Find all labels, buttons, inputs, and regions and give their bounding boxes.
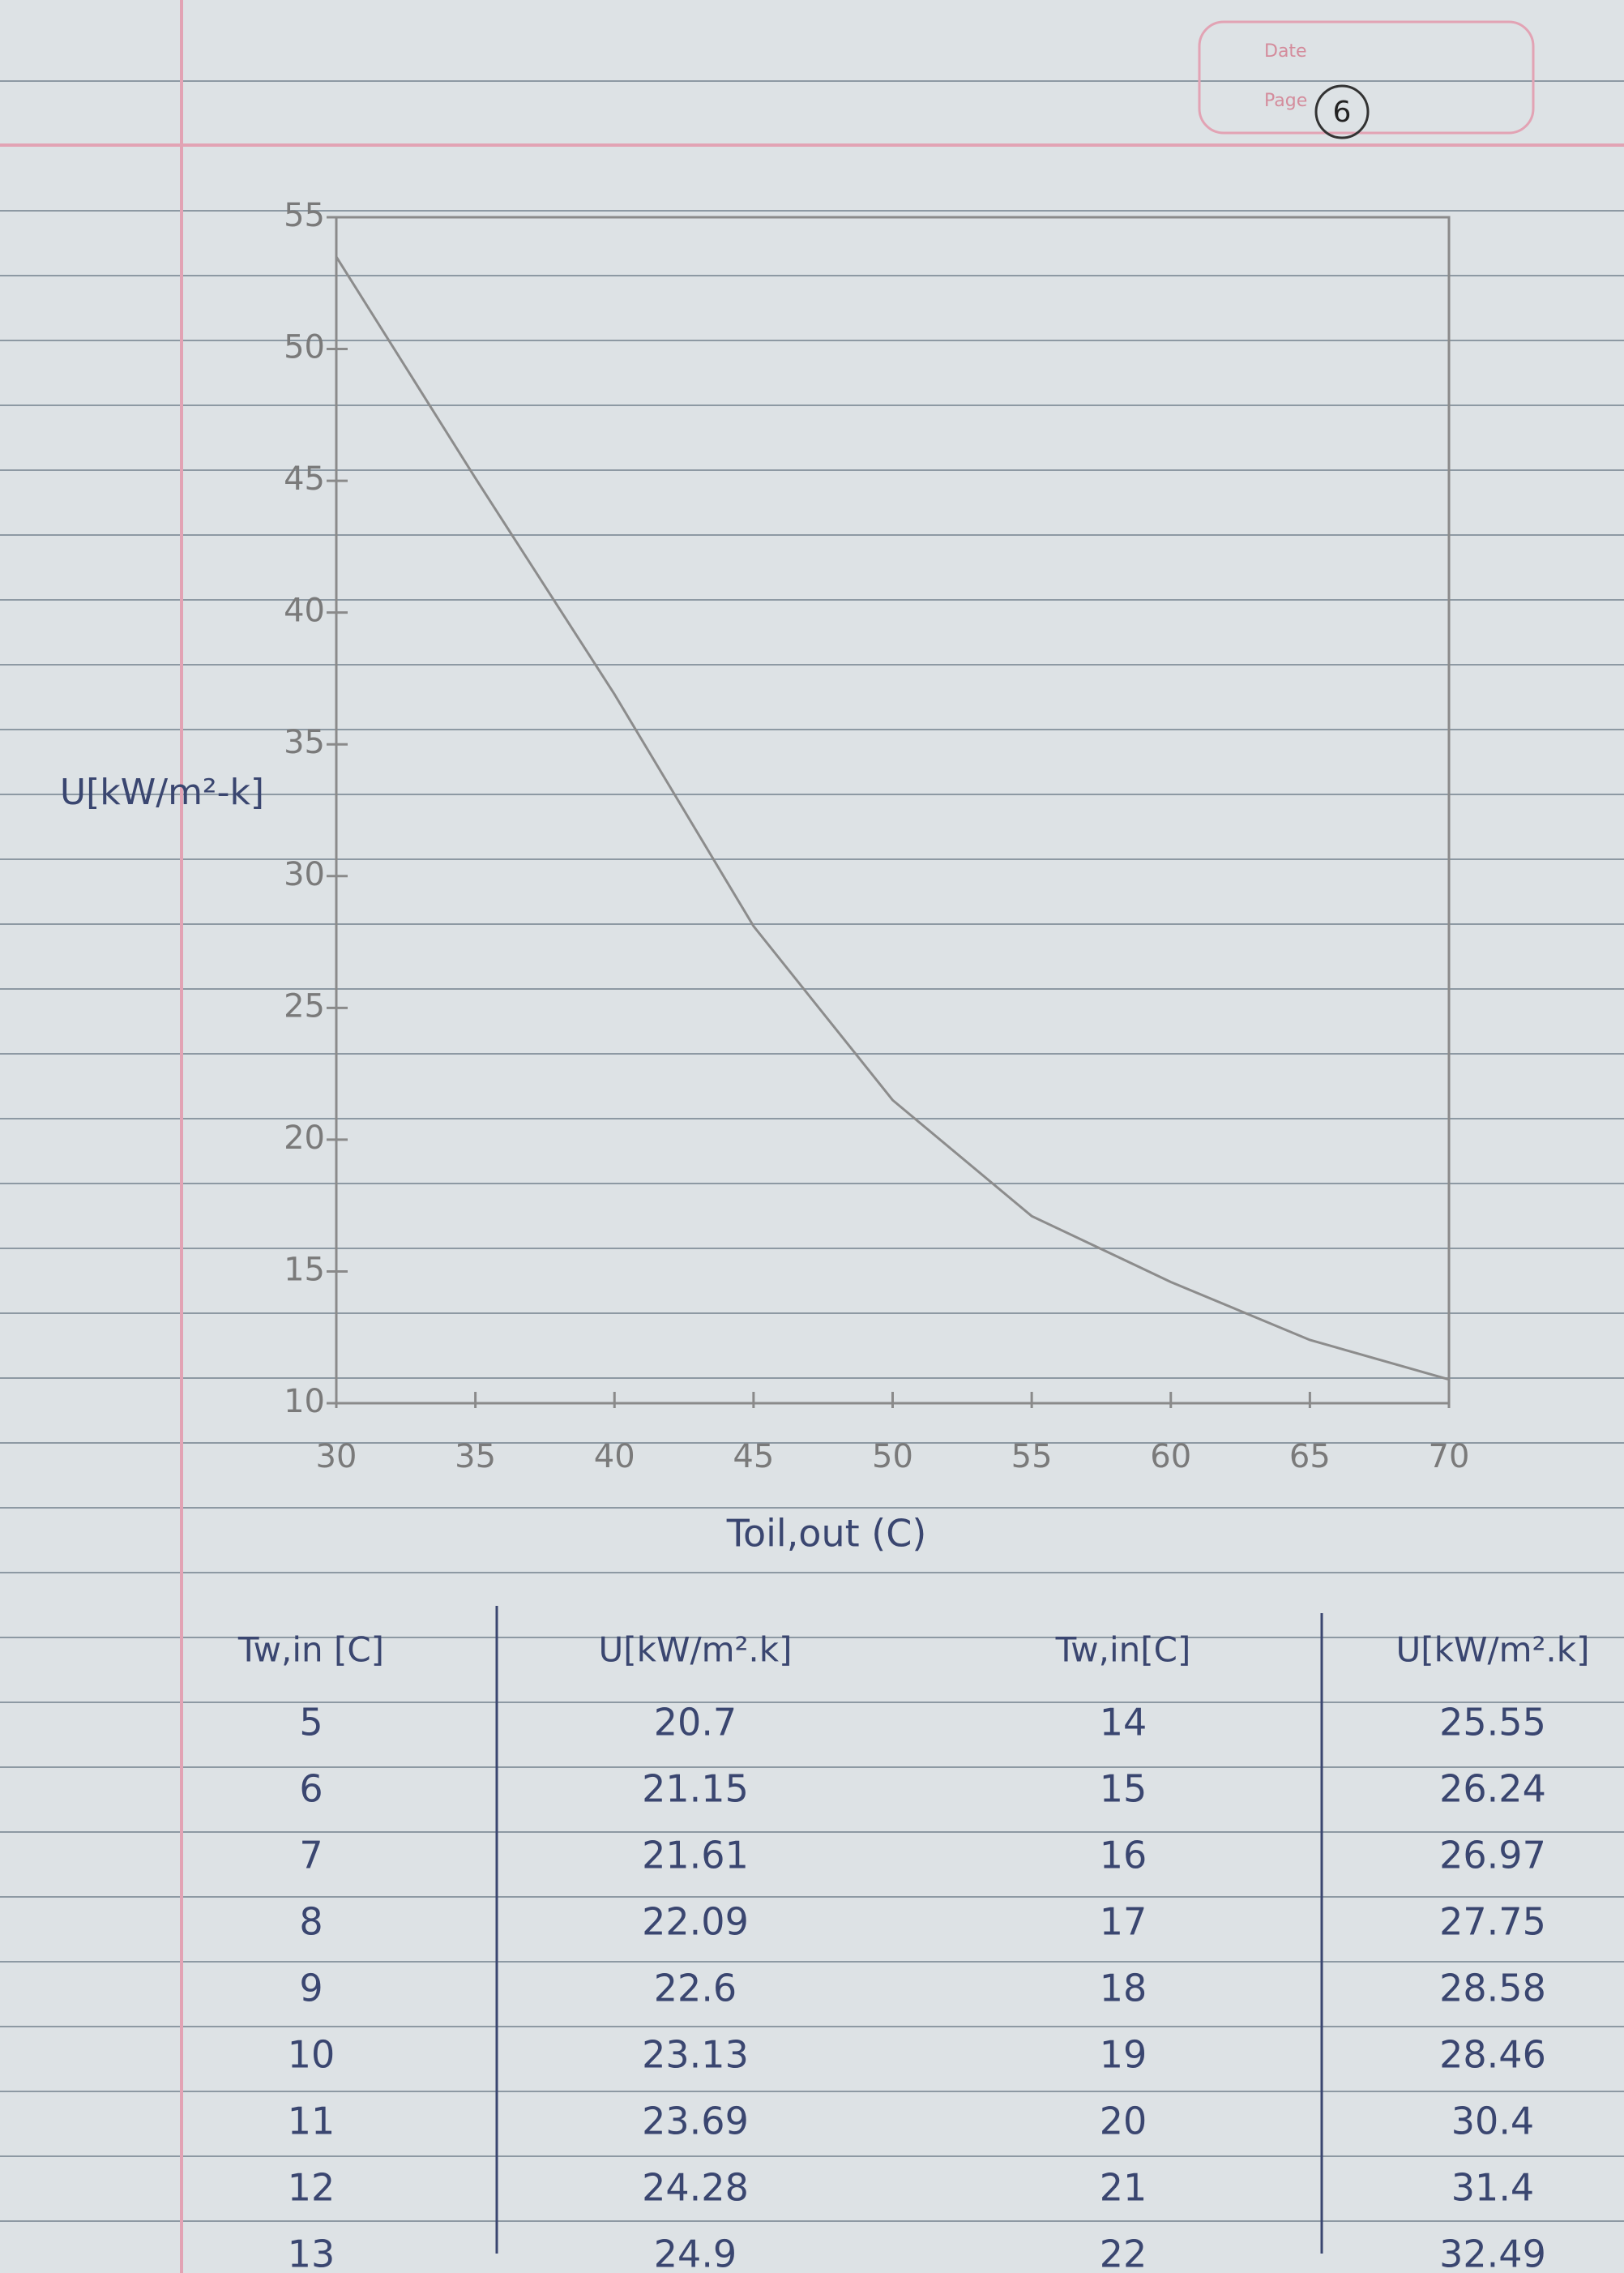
table-header: Tw,in[C] [1055, 1630, 1191, 1670]
x-tick-label: 70 [1429, 1438, 1470, 1475]
date-label: Date [1264, 41, 1307, 62]
table-cell: 12 [288, 2166, 335, 2210]
table-cell: 9 [299, 1967, 323, 2010]
y-tick-label: 20 [284, 1119, 325, 1157]
page-label: Page [1264, 91, 1307, 111]
table-cell: 26.24 [1439, 1767, 1546, 1811]
y-axis-label: U[kW/m²-k] [60, 772, 264, 813]
table-cell: 20 [1100, 2100, 1147, 2143]
table-cell: 26.97 [1439, 1834, 1546, 1877]
table-cell: 15 [1100, 1767, 1147, 1811]
table-cell: 28.58 [1439, 1967, 1546, 2010]
table-cell: 23.69 [642, 2100, 749, 2143]
table-cell: 27.75 [1439, 1900, 1546, 1944]
table-cell: 20.7 [654, 1701, 737, 1744]
x-tick-label: 50 [872, 1438, 913, 1475]
table-cell: 18 [1100, 1967, 1147, 2010]
table-cell: 28.46 [1439, 2033, 1546, 2077]
y-tick-label: 50 [284, 329, 325, 366]
table-cell: 14 [1100, 1701, 1147, 1744]
page-circle [1314, 84, 1370, 139]
table-cell: 21 [1100, 2166, 1147, 2210]
x-tick-label: 55 [1011, 1438, 1053, 1475]
y-tick-label: 35 [284, 724, 325, 761]
table-cell: 23.13 [642, 2033, 749, 2077]
x-axis-label: Toil,out (C) [726, 1512, 927, 1556]
table-cell: 6 [299, 1767, 323, 1811]
y-tick-label: 10 [284, 1383, 325, 1420]
table-cell: 32.49 [1439, 2232, 1546, 2273]
ruled-lines [0, 80, 1624, 2222]
y-tick-label: 25 [284, 987, 325, 1025]
table-cell: 22 [1100, 2232, 1147, 2273]
table-cell: 8 [299, 1900, 323, 1944]
table-cell: 10 [288, 2033, 335, 2077]
data-line [335, 255, 1450, 1381]
page-number: 6 [1333, 96, 1352, 129]
date-box [1198, 20, 1535, 135]
x-tick-label: 30 [316, 1438, 357, 1475]
plot-frame [335, 216, 1451, 1405]
table-cell: 17 [1100, 1900, 1147, 1944]
x-tick-label: 60 [1150, 1438, 1191, 1475]
table-cell: 30.4 [1451, 2100, 1534, 2143]
table-cell: 19 [1100, 2033, 1147, 2077]
table-cell: 21.15 [642, 1767, 749, 1811]
x-tick-label: 65 [1289, 1438, 1331, 1475]
table-cell: 31.4 [1451, 2166, 1534, 2210]
table-header: Tw,in [C] [237, 1630, 384, 1670]
y-tick-label: 45 [284, 460, 325, 498]
x-tick-label: 45 [733, 1438, 774, 1475]
y-tick-label: 30 [284, 856, 325, 893]
table-cell: 24.9 [654, 2232, 737, 2273]
table-header: U[kW/m².k] [599, 1630, 793, 1670]
table-cell: 7 [299, 1834, 323, 1877]
y-tick-label: 55 [284, 197, 325, 234]
x-tick-label: 40 [594, 1438, 635, 1475]
table-cell: 24.28 [642, 2166, 749, 2210]
table-cell: 25.55 [1439, 1701, 1546, 1744]
y-tick-label: 40 [284, 593, 325, 630]
table-cell: 5 [299, 1701, 323, 1744]
table-cell: 22.6 [654, 1967, 737, 2010]
table-cell: 16 [1100, 1834, 1147, 1877]
table-header: U[kW/m².k] [1396, 1630, 1590, 1670]
table-cell: 22.09 [642, 1900, 749, 1944]
y-tick-label: 15 [284, 1251, 325, 1288]
table-cell: 11 [288, 2100, 335, 2143]
table-cell: 21.61 [642, 1834, 749, 1877]
x-tick-label: 35 [455, 1438, 496, 1475]
table-cell: 13 [288, 2232, 335, 2273]
